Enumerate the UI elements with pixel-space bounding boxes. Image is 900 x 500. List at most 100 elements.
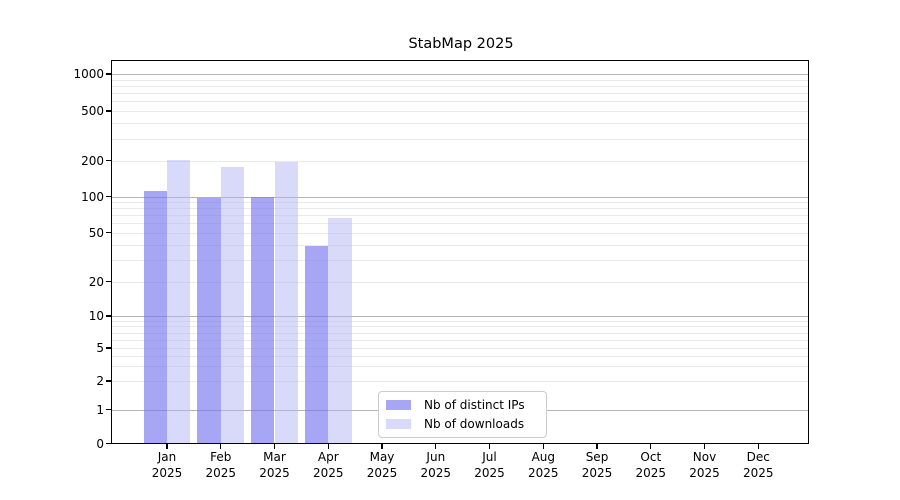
- bar-downloads: [328, 218, 352, 444]
- minor-gridline: [112, 281, 809, 283]
- x-tick-month: May: [369, 450, 395, 464]
- x-tick-year: 2025: [581, 465, 613, 480]
- x-tick-month: Apr: [317, 450, 339, 464]
- minor-gridline: [112, 366, 809, 368]
- y-tick-label: 100: [81, 189, 104, 204]
- minor-gridline: [112, 79, 809, 81]
- y-tick-label: 200: [81, 153, 104, 168]
- x-tick-mark: [435, 444, 437, 449]
- x-tick-mark: [596, 444, 598, 449]
- legend: Nb of distinct IPs Nb of downloads: [378, 391, 547, 438]
- x-tick-month: Jan: [157, 450, 177, 464]
- y-tick-label: 20: [88, 274, 104, 289]
- minor-gridline: [112, 381, 809, 382]
- x-tick-label: Aug 2025: [511, 450, 575, 481]
- y-tick-mark: [106, 110, 111, 112]
- y-tick-label: 1: [96, 402, 104, 417]
- minor-gridline: [112, 244, 809, 246]
- x-tick-month: Nov: [692, 450, 717, 464]
- x-tick-month: Jul: [482, 450, 497, 464]
- x-tick-year: 2025: [151, 465, 183, 480]
- minor-gridline: [112, 202, 809, 204]
- minor-gridline: [112, 215, 809, 217]
- minor-gridline: [112, 93, 809, 94]
- x-tick-label: Apr 2025: [296, 450, 360, 481]
- x-tick-year: 2025: [689, 465, 720, 480]
- y-tick-label: 50: [88, 225, 104, 240]
- x-tick-label: Jul 2025: [458, 450, 522, 481]
- bar-downloads: [274, 161, 298, 444]
- bar-distinct-ips: [251, 196, 275, 444]
- x-tick-label: Oct 2025: [619, 450, 683, 481]
- x-tick-label: Mar 2025: [243, 450, 307, 481]
- x-tick-mark: [381, 444, 383, 449]
- x-tick-year: 2025: [474, 465, 505, 480]
- y-tick-mark: [106, 380, 111, 382]
- x-tick-label: Jan 2025: [135, 450, 199, 481]
- x-tick-label: May 2025: [350, 450, 414, 481]
- legend-item: Nb of downloads: [386, 417, 546, 432]
- x-tick-mark: [327, 444, 329, 449]
- x-tick-mark: [220, 444, 222, 449]
- x-tick-year: 2025: [420, 465, 452, 480]
- x-tick-month: Dec: [746, 450, 770, 464]
- y-tick-label: 0: [96, 436, 104, 451]
- minor-gridline: [112, 332, 809, 334]
- legend-item: Nb of distinct IPs: [386, 398, 546, 413]
- x-tick-year: 2025: [743, 465, 774, 480]
- chart-title: StabMap 2025: [408, 36, 514, 52]
- minor-gridline: [112, 339, 809, 341]
- minor-gridline: [112, 320, 809, 322]
- y-tick-mark: [106, 232, 111, 234]
- x-tick-mark: [488, 444, 491, 449]
- minor-gridline: [112, 223, 809, 225]
- x-tick-month: Oct: [640, 450, 662, 464]
- minor-gridline: [112, 208, 809, 210]
- x-tick-mark: [703, 444, 706, 449]
- y-tick-mark: [106, 73, 111, 75]
- x-tick-month: Aug: [531, 450, 556, 464]
- legend-swatch-distinct-ips: [386, 400, 411, 410]
- minor-gridline: [112, 111, 809, 112]
- minor-gridline: [112, 260, 809, 261]
- bar-downloads: [167, 160, 191, 444]
- x-tick-label: Jun 2025: [404, 450, 468, 481]
- x-tick-year: 2025: [205, 465, 237, 480]
- x-tick-month: Jun: [426, 450, 446, 464]
- minor-gridline: [112, 326, 809, 328]
- legend-swatch-downloads: [386, 419, 411, 429]
- major-gridline: [112, 316, 809, 317]
- y-tick-label: 500: [81, 104, 104, 118]
- bar-distinct-ips: [143, 190, 167, 444]
- legend-label: Nb of downloads: [424, 417, 525, 431]
- x-tick-month: Feb: [210, 450, 232, 464]
- major-gridline: [112, 196, 809, 198]
- legend-label: Nb of distinct IPs: [424, 398, 525, 412]
- x-tick-year: 2025: [366, 465, 398, 480]
- minor-gridline: [112, 123, 809, 125]
- y-tick-mark: [106, 281, 111, 283]
- y-tick-label: 5: [96, 341, 104, 355]
- y-tick-mark: [106, 315, 111, 317]
- y-tick-mark: [106, 442, 111, 445]
- x-tick-year: 2025: [259, 465, 290, 480]
- x-tick-mark: [166, 444, 168, 449]
- y-tick-mark: [106, 160, 111, 162]
- x-tick-month: Sep: [585, 450, 609, 464]
- bar-distinct-ips: [304, 246, 329, 444]
- x-tick-label: Nov 2025: [673, 450, 737, 481]
- minor-gridline: [112, 356, 809, 357]
- y-tick-label: 2: [96, 374, 104, 388]
- x-tick-year: 2025: [313, 465, 344, 480]
- y-tick-mark: [106, 196, 111, 198]
- minor-gridline: [112, 138, 809, 140]
- x-tick-month: Mar: [263, 450, 286, 464]
- x-tick-year: 2025: [635, 465, 667, 480]
- x-tick-mark: [757, 444, 759, 449]
- minor-gridline: [112, 348, 809, 349]
- minor-gridline: [112, 160, 809, 162]
- y-tick-mark: [106, 408, 111, 411]
- minor-gridline: [112, 85, 809, 87]
